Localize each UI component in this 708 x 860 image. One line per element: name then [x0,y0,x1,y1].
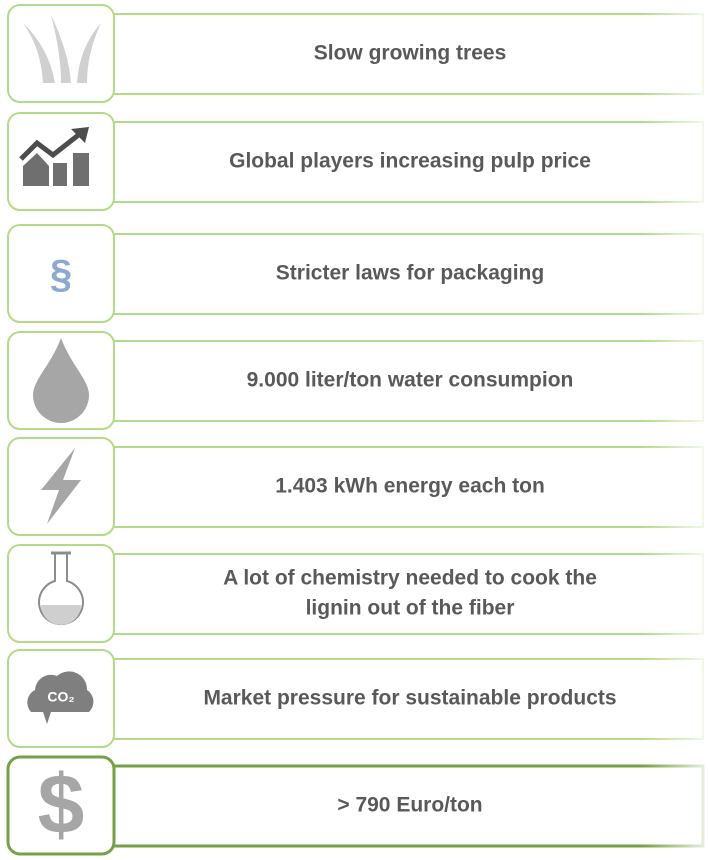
item-text: lignin out of the fiber [306,597,515,620]
list-item: § Stricter laws for packaging [7,224,704,323]
list-item: Slow growing trees [7,4,704,103]
list-item: CO₂ Market pressure for sustainable produ… [7,649,704,748]
item-text: 1.403 kWh energy each ton [275,475,545,498]
item-text: > 790 Euro/ton [337,794,482,817]
list-item: A lot of chemistry needed to cook the lig… [7,544,704,643]
item-text: Stricter laws for packaging [276,262,544,285]
list-item: 9.000 liter/ton water consumpion [7,331,704,430]
dollar-icon: $ [38,757,85,851]
list-item: 1.403 kWh energy each ton [7,437,704,536]
item-text: 9.000 liter/ton water consumpion [247,369,574,392]
text-box [99,340,704,422]
lightning-icon [41,448,81,524]
icon-box [7,224,115,323]
text-box [99,553,704,635]
drop-icon [33,338,89,423]
cloud-icon [27,671,94,724]
paragraph-icon: § [50,253,72,297]
text-box [99,121,704,203]
list-item: $ > 790 Euro/ton [6,755,705,856]
growth-icon [23,153,89,186]
item-text: A lot of chemistry needed to cook the [223,567,597,590]
co2-label: CO₂ [47,689,74,705]
grass-icon [23,15,101,83]
icon-box [7,112,115,211]
item-text: Market pressure for sustainable products [203,687,616,710]
icon-box [6,755,116,856]
growth-arrowhead [71,127,89,143]
item-text: Global players increasing pulp price [229,150,591,173]
growth-arrow [19,131,83,161]
text-box [99,13,704,95]
text-box [98,764,705,848]
text-box [99,446,704,528]
item-text: Slow growing trees [314,42,507,65]
list-item: Global players increasing pulp price [7,112,704,211]
icon-box [7,544,115,643]
text-box [99,233,704,315]
flask-liquid [41,605,81,625]
